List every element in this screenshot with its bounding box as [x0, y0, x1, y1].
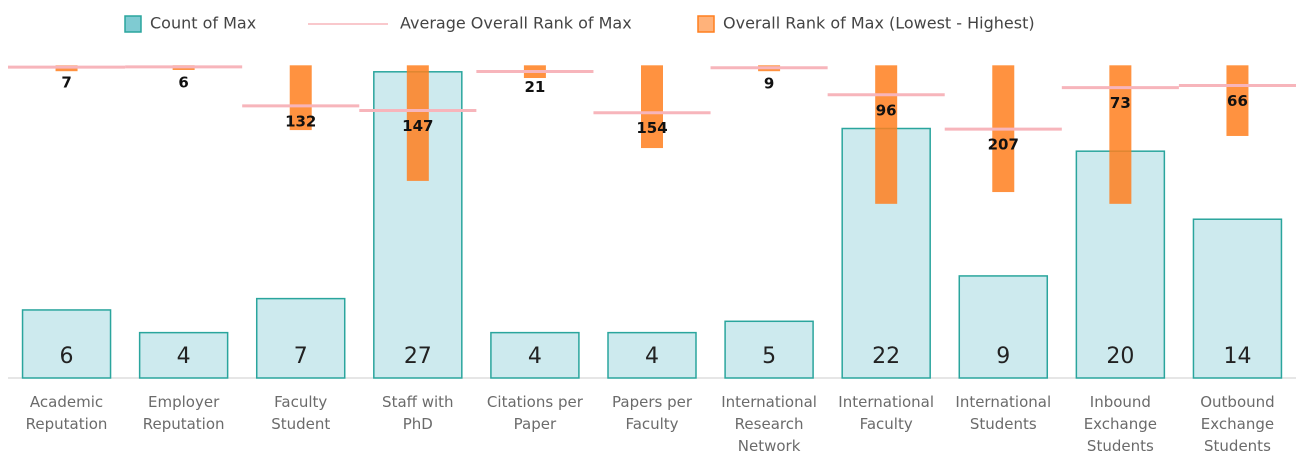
bar-value-label: 7	[294, 344, 308, 369]
bar	[724, 320, 814, 379]
x-tick-label-line: Student	[271, 415, 330, 433]
x-tick-label: Faculty Student	[271, 393, 330, 433]
average-rank-label: 132	[285, 112, 316, 130]
x-tick-label-line: Exchange	[1084, 415, 1157, 433]
bar-value-label: 4	[528, 344, 542, 369]
bar	[607, 331, 697, 379]
x-tick-label-line: Students	[970, 415, 1037, 433]
bar	[21, 309, 112, 379]
x-tick-label-line: Inbound	[1090, 393, 1151, 411]
x-tick-label: International Research Network	[721, 393, 817, 455]
average-rank-label: 9	[764, 74, 774, 92]
x-tick-label-line: Research	[735, 415, 804, 433]
bar-value-label: 5	[762, 344, 776, 369]
x-tick-label: Outbound Exchange Students	[1200, 393, 1274, 455]
x-tick-label: Academic Reputation	[26, 393, 108, 433]
x-tick-label-line: Academic	[30, 393, 103, 411]
rank-range-bar	[289, 65, 312, 131]
bar	[490, 331, 580, 379]
average-rank-label: 66	[1227, 92, 1248, 110]
legend-label: Count of Max	[150, 14, 256, 33]
bar-value-label: 4	[177, 344, 191, 369]
x-tick-label-line: International	[838, 393, 934, 411]
average-rank-label: 96	[876, 101, 897, 119]
bar	[255, 297, 346, 379]
x-tick-label-line: Faculty	[625, 415, 678, 433]
rank-range-bar	[406, 65, 429, 181]
rank-range-bar	[641, 65, 663, 149]
average-rank-label: 147	[402, 117, 433, 135]
x-tick-label-line: Paper	[514, 415, 557, 433]
average-rank-label: 21	[524, 78, 545, 96]
bar	[138, 331, 229, 379]
bar	[1192, 218, 1283, 379]
x-tick-label-line: Reputation	[143, 415, 225, 433]
x-tick-label-line: Reputation	[26, 415, 108, 433]
average-rank-label: 7	[61, 74, 71, 92]
x-tick-label: Papers per Faculty	[612, 393, 693, 433]
average-rank-label: 207	[988, 136, 1019, 154]
x-tick-label-line: Staff with	[382, 393, 454, 411]
x-tick-label-line: Faculty	[274, 393, 327, 411]
x-tick-label-line: International	[721, 393, 817, 411]
x-tick-label-line: Papers per	[612, 393, 693, 411]
rank-range-bar	[1109, 65, 1132, 204]
legend-label: Overall Rank of Max (Lowest - Highest)	[723, 14, 1035, 33]
x-tick-label-line: Students	[1204, 437, 1271, 455]
x-tick-label-line: Faculty	[860, 415, 913, 433]
rank-range-bar	[875, 65, 898, 204]
legend-swatch	[697, 15, 715, 33]
bar-value-label: 6	[60, 344, 74, 369]
x-tick-label-line: International	[955, 393, 1051, 411]
bar-value-label: 20	[1106, 344, 1134, 369]
rank-range-bar	[1226, 65, 1249, 136]
bar	[958, 275, 1049, 379]
average-rank-label: 154	[636, 119, 667, 137]
x-tick-label-line: Network	[738, 437, 801, 455]
x-tick-label-line: Employer	[148, 393, 220, 411]
x-tick-label-line: Outbound	[1200, 393, 1274, 411]
bar-value-label: 22	[872, 344, 900, 369]
x-tick-label-line: PhD	[403, 415, 433, 433]
average-rank-label: 6	[178, 73, 188, 91]
x-tick-label: Citations per Paper	[487, 393, 584, 433]
bar-value-label: 14	[1223, 344, 1251, 369]
legend-label: Average Overall Rank of Max	[400, 14, 632, 33]
legend-swatch	[124, 15, 142, 33]
x-tick-label: International Students	[955, 393, 1051, 433]
x-tick-label: International Faculty	[838, 393, 934, 433]
x-tick-label: Employer Reputation	[143, 393, 225, 433]
x-tick-label: Staff with PhD	[382, 393, 454, 433]
x-tick-label-line: Citations per	[487, 393, 584, 411]
bar-value-label: 9	[996, 344, 1010, 369]
bar-value-label: 27	[404, 344, 432, 369]
bar-value-label: 4	[645, 344, 659, 369]
x-tick-label-line: Students	[1087, 437, 1154, 455]
average-rank-label: 73	[1110, 94, 1131, 112]
x-tick-label-line: Exchange	[1201, 415, 1274, 433]
x-tick-label: Inbound Exchange Students	[1084, 393, 1157, 455]
